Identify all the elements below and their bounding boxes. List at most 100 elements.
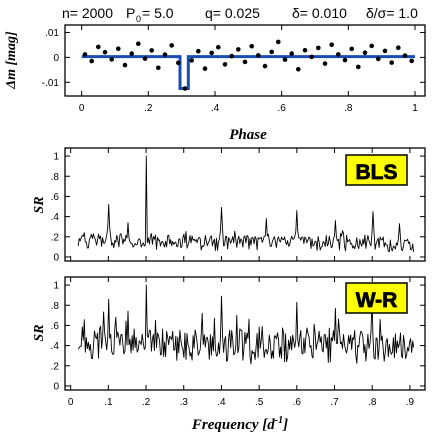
phase-x-tick-label: .2 <box>144 103 153 114</box>
data-point <box>369 43 375 49</box>
phase-y-axis-label: Δm [mag] <box>4 31 19 90</box>
data-point <box>302 47 308 53</box>
data-point <box>202 66 208 71</box>
bls-y-tick-label: .6 <box>51 192 60 203</box>
data-point <box>289 51 295 56</box>
data-point <box>376 56 381 62</box>
data-point <box>156 65 161 71</box>
data-point <box>262 63 268 69</box>
data-point <box>142 56 148 61</box>
data-point <box>116 46 121 51</box>
data-point <box>176 60 181 66</box>
title-period-symbol: P <box>126 5 135 21</box>
wr-y-tick-label: .2 <box>51 361 60 372</box>
phase-x-tick-label: .8 <box>344 103 353 114</box>
phase-axis-ticks: .01 0 -.01 0 .2 .4 .6 .8 1 <box>42 25 425 114</box>
wr-y-tick-label: .6 <box>51 321 60 332</box>
data-point <box>82 52 88 57</box>
data-point <box>309 54 315 60</box>
data-point <box>189 58 194 63</box>
phase-x-tick-label: 1 <box>412 103 418 114</box>
data-point <box>169 43 174 48</box>
phase-x-tick-label: .6 <box>277 103 286 114</box>
data-point <box>96 44 101 50</box>
phase-x-tick-label: 0 <box>79 103 85 114</box>
phase-x-axis-label: Phase <box>229 127 267 143</box>
data-point <box>222 62 228 67</box>
wr-badge-box <box>345 282 408 314</box>
data-point <box>149 48 154 53</box>
data-point <box>136 41 141 46</box>
wr-x-tick-label: .3 <box>180 397 189 408</box>
title-delta: δ= 0.010 <box>292 5 347 21</box>
wr-spectrum-line <box>77 284 415 365</box>
data-point <box>329 42 335 47</box>
data-point <box>276 39 281 45</box>
wr-x-tick-label: .6 <box>293 397 302 408</box>
data-point <box>209 50 214 56</box>
title-q: q= 0.025 <box>205 5 260 21</box>
wr-x-tick-label: .9 <box>406 397 415 408</box>
bls-badge-label: BLS <box>356 161 398 184</box>
bls-y-tick-label: .4 <box>51 212 60 223</box>
data-point <box>109 57 114 62</box>
wr-x-tick-label: .5 <box>255 397 264 408</box>
wr-badge-label: W-R <box>356 289 398 312</box>
data-point <box>382 48 388 54</box>
wr-plot-frame <box>64 276 426 391</box>
data-point <box>196 48 201 54</box>
data-point <box>362 50 368 55</box>
bls-y-tick-label: 0 <box>53 252 59 263</box>
wr-y-tick-label: 0 <box>53 381 59 392</box>
wr-x-tick-label: .8 <box>368 397 377 408</box>
title-period-value: = 5.0 <box>142 5 174 21</box>
data-point <box>356 64 361 70</box>
data-point <box>182 86 188 91</box>
wr-y-axis-label: SR <box>32 324 47 341</box>
wr-panel: 1 .8 .6 .4 .2 00 .1 .2 .3 .4 .5 .6 .7 .8 .9 W-R SR Fre… <box>32 276 426 433</box>
frequency-x-axis-label: Frequency [d-1] <box>191 415 288 433</box>
data-point <box>249 43 254 49</box>
data-point <box>396 45 401 50</box>
data-point <box>349 46 355 52</box>
title-count: n= 2000 <box>62 5 113 21</box>
box-model-line <box>81 55 415 90</box>
bls-badge-box <box>345 154 408 186</box>
data-point <box>296 67 301 72</box>
phase-x-tick-label: .4 <box>211 103 220 114</box>
wr-y-tick-label: .4 <box>51 341 60 352</box>
data-point <box>229 53 234 59</box>
data-point <box>389 60 395 65</box>
wr-x-tick-label: 0 <box>68 397 74 408</box>
data-point <box>336 52 341 57</box>
title-period-subscript: 0 <box>136 14 141 24</box>
wr-badge: W-R <box>345 282 408 314</box>
data-point <box>282 57 288 62</box>
data-point <box>162 52 168 57</box>
phase-y-tick-label: -.01 <box>42 78 60 89</box>
data-point <box>129 51 134 56</box>
data-point <box>342 57 348 63</box>
data-point <box>269 49 275 55</box>
box-model-path <box>81 55 415 90</box>
wr-axis-ticks: 1 .8 .6 .4 .2 00 .1 .2 .3 .4 .5 .6 .7 .8 .9 <box>51 277 425 408</box>
phase-data-points <box>82 39 415 91</box>
wr-y-tick-label: .8 <box>51 301 60 312</box>
wr-x-tick-label: .1 <box>104 397 113 408</box>
phase-y-tick-label: .01 <box>45 28 59 39</box>
data-point <box>409 58 415 64</box>
data-point <box>122 62 128 68</box>
data-point <box>236 47 241 52</box>
bls-y-tick-label: .8 <box>51 172 60 183</box>
wr-y-tick-label: 1 <box>53 281 59 292</box>
phase-y-tick-label: 0 <box>53 53 59 64</box>
wr-x-tick-label: .2 <box>142 397 151 408</box>
data-point <box>89 58 94 64</box>
bls-spectrum-line <box>77 155 415 253</box>
data-point <box>316 45 321 51</box>
phase-plot-frame <box>64 24 426 97</box>
data-point <box>255 53 261 58</box>
bls-y-tick-label: .2 <box>51 232 60 243</box>
data-point <box>102 49 108 55</box>
